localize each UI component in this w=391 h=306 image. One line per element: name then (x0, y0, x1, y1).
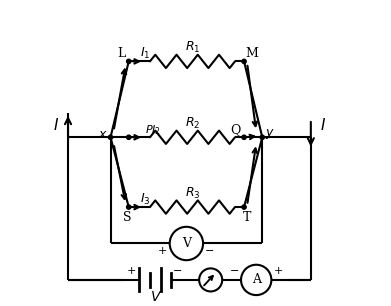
Text: $I$: $I$ (320, 117, 326, 133)
Text: V: V (182, 237, 191, 250)
Text: $y$: $y$ (265, 127, 275, 141)
Text: +: + (158, 246, 167, 256)
Text: $R_2$: $R_2$ (185, 116, 200, 131)
Text: $I$: $I$ (53, 117, 59, 133)
Text: T: T (243, 211, 251, 224)
Text: −: − (173, 266, 183, 276)
Text: $PI_2$: $PI_2$ (145, 123, 161, 136)
Circle shape (242, 135, 246, 140)
Circle shape (260, 135, 264, 140)
Circle shape (127, 59, 131, 64)
Text: $I_1$: $I_1$ (140, 46, 151, 62)
Text: Q: Q (230, 123, 240, 136)
Text: $x$: $x$ (98, 128, 108, 141)
Circle shape (242, 205, 246, 209)
Text: L: L (117, 47, 125, 60)
Text: −: − (204, 246, 214, 256)
Circle shape (242, 59, 246, 64)
Text: −: − (230, 266, 239, 276)
Text: $R_3$: $R_3$ (185, 186, 200, 201)
Text: M: M (245, 47, 258, 60)
Circle shape (127, 205, 131, 209)
Text: $R_1$: $R_1$ (185, 40, 200, 55)
Circle shape (108, 135, 113, 140)
Text: +: + (127, 266, 136, 276)
Circle shape (127, 135, 131, 140)
Text: $V$: $V$ (150, 289, 162, 304)
Text: $I_3$: $I_3$ (140, 192, 151, 207)
Text: +: + (273, 266, 283, 276)
Text: S: S (123, 211, 131, 224)
Text: A: A (252, 274, 261, 286)
